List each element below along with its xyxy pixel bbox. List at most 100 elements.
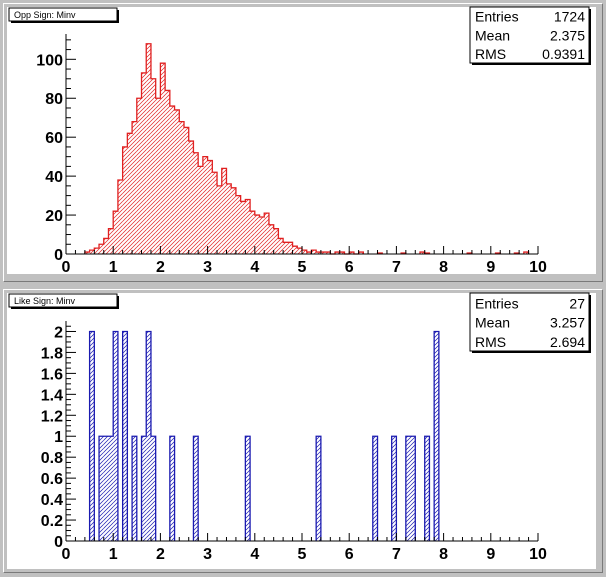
x-tick-label: 7: [392, 259, 401, 276]
histogram-bar: [141, 436, 147, 541]
histogram-bar: [103, 436, 109, 541]
histogram-bar: [136, 98, 142, 254]
histogram-bar: [146, 331, 151, 541]
histogram-bar: [335, 252, 340, 254]
chart-title: Like Sign: Minv: [14, 296, 76, 306]
histogram-bar: [89, 331, 95, 541]
histogram-bar: [268, 224, 274, 254]
histogram-bar: [188, 141, 194, 254]
stats-label: Mean: [475, 315, 510, 331]
histogram-bar: [202, 156, 208, 254]
histogram-bar: [169, 106, 175, 254]
histogram-bar: [254, 215, 260, 254]
histogram-bar: [264, 213, 269, 254]
stats-label: RMS: [475, 334, 506, 350]
histogram-bar: [113, 211, 118, 254]
histogram-bar: [410, 436, 416, 541]
y-tick-label: 60: [45, 130, 63, 147]
stats-label: Entries: [475, 295, 519, 311]
histogram-bar: [245, 199, 251, 254]
histogram-bar: [278, 238, 284, 254]
histogram-bar: [193, 436, 199, 541]
histogram-bar: [198, 166, 203, 254]
stats-value: 2.375: [550, 27, 585, 43]
histogram-bar: [122, 146, 128, 254]
histogram-bar: [316, 252, 321, 254]
histogram-bar: [434, 331, 439, 541]
histogram-bar: [523, 252, 529, 254]
x-tick-label: 3: [203, 546, 212, 563]
y-tick-label: 40: [45, 169, 63, 186]
histogram-bar: [420, 252, 425, 254]
y-tick-label: 0.6: [41, 471, 63, 488]
x-tick-label: 9: [486, 259, 495, 276]
histogram-outline: [88, 330, 440, 541]
histogram-bar: [146, 43, 151, 254]
x-tick-label: 3: [203, 259, 212, 276]
y-tick-label: 100: [36, 52, 63, 69]
x-tick-label: 2: [156, 259, 165, 276]
y-tick-label: 1.8: [41, 345, 63, 362]
histogram-bar: [349, 252, 354, 254]
chart-title: Opp Sign: Minv: [14, 10, 76, 20]
histogram-bar: [325, 252, 331, 254]
histogram-bar: [169, 436, 175, 541]
histogram-bar: [302, 250, 307, 254]
histogram-bar: [193, 152, 199, 254]
x-tick-label: 8: [439, 259, 448, 276]
x-tick-label: 5: [298, 546, 307, 563]
histogram-bar: [122, 331, 128, 541]
stats-value: 3.257: [550, 315, 585, 331]
histogram-bar: [99, 244, 104, 254]
title-box: [8, 7, 118, 22]
histogram-bar: [245, 436, 251, 541]
histogram-bar: [320, 252, 326, 254]
y-tick-label: 20: [45, 208, 63, 225]
histogram-bar: [141, 72, 147, 254]
x-tick-label: 0: [62, 259, 71, 276]
y-tick-label: 0: [54, 534, 63, 551]
histogram-bar: [184, 127, 189, 254]
histogram-bar: [250, 211, 255, 254]
histogram-bar: [316, 436, 321, 541]
y-tick-label: 1: [54, 429, 63, 446]
x-tick-label: 10: [529, 546, 547, 563]
histogram-bar: [306, 252, 312, 254]
histogram-bar: [113, 331, 118, 541]
histogram-bar: [259, 217, 265, 254]
stats-value: 2.694: [550, 334, 585, 350]
stats-value: 1724: [554, 9, 585, 25]
histogram-bar: [99, 436, 104, 541]
histogram-bar: [358, 252, 364, 254]
histogram-bar: [89, 250, 95, 254]
histogram-bar: [231, 187, 236, 254]
histogram-bar: [155, 98, 161, 254]
x-tick-label: 6: [345, 259, 354, 276]
y-tick-label: 1.6: [41, 366, 63, 383]
title-box: [8, 293, 118, 308]
histogram-bar: [424, 436, 430, 541]
x-tick-label: 9: [486, 546, 495, 563]
stats-box: [469, 6, 590, 64]
histogram-bar: [235, 195, 241, 254]
histogram-bar: [127, 133, 133, 254]
histogram-bar: [273, 228, 279, 254]
y-tick-label: 0.8: [41, 450, 63, 467]
histogram-bar: [283, 242, 288, 254]
x-tick-label: 7: [392, 546, 401, 563]
histogram-bar: [297, 248, 302, 254]
histogram-bar: [103, 238, 109, 254]
histogram-bar: [287, 242, 293, 254]
stats-label: Entries: [475, 9, 519, 25]
histogram-bar: [174, 109, 180, 255]
y-tick-label: 0.2: [41, 513, 63, 530]
y-tick-label: 80: [45, 91, 63, 108]
histogram-bar: [240, 201, 246, 254]
y-tick-label: 0: [54, 247, 63, 264]
histogram-bar: [150, 78, 156, 254]
histogram-bar: [372, 436, 378, 541]
x-tick-label: 4: [250, 546, 259, 563]
histogram-bar: [117, 180, 123, 254]
